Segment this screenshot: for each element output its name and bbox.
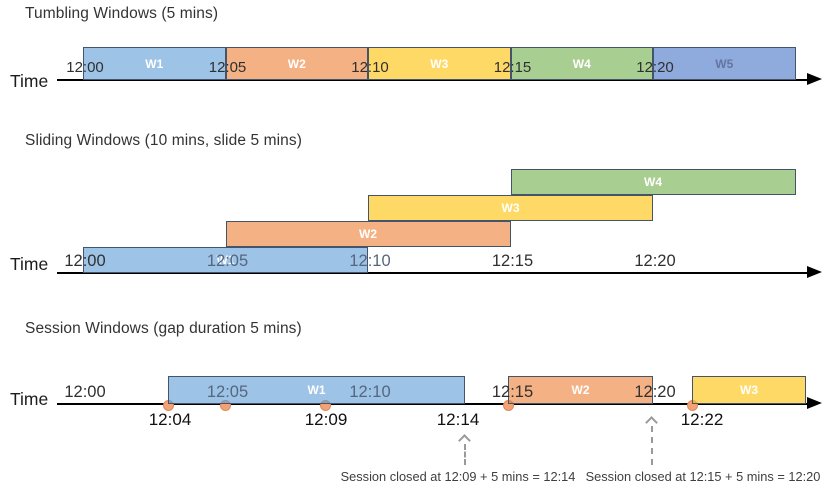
tick-label: 12:20 <box>634 251 676 270</box>
event-time-label: 12:09 <box>304 410 348 429</box>
window-label: W4 <box>572 56 591 71</box>
timeline-arrowhead-icon <box>807 266 822 278</box>
timeline-arrowhead-icon <box>807 73 822 85</box>
timeline-arrowhead-icon <box>807 397 822 409</box>
timeline-axis <box>57 403 808 405</box>
window-label: W4 <box>644 175 662 189</box>
event-time-label: 12:22 <box>680 410 724 429</box>
dashed-connector <box>651 426 653 465</box>
window-bar-sliding-w3: W3 <box>368 195 653 221</box>
tick-label: 12:00 <box>64 251 106 270</box>
tick-label: 12:20 <box>636 59 674 76</box>
tick-label: 12:05 <box>206 251 249 270</box>
tick-label: 12:15 <box>491 251 534 270</box>
event-time-label: 12:04 <box>148 410 192 429</box>
window-label: W2 <box>359 227 377 241</box>
window-bar-tumbling-w1: W1 <box>83 47 226 80</box>
window-bar-tumbling-w3: W3 <box>368 47 511 80</box>
tick-label: 12:20 <box>634 382 676 401</box>
tick-label: 12:10 <box>349 251 391 270</box>
dashed-connector <box>464 444 466 465</box>
window-bar-session-w1: W1 <box>168 376 465 404</box>
window-bar-tumbling-w4: W4 <box>510 47 653 80</box>
time-axis-label: Time <box>10 389 49 409</box>
window-label: W3 <box>430 56 449 71</box>
window-label: W2 <box>571 383 590 397</box>
time-axis-label: Time <box>10 254 49 274</box>
tick-label: 12:05 <box>208 59 247 76</box>
window-bar-sliding-w4: W4 <box>510 169 796 195</box>
window-label: W5 <box>715 56 734 71</box>
window-label: W3 <box>740 383 758 397</box>
window-bar-sliding-w2: W2 <box>225 221 511 247</box>
window-label: W2 <box>287 56 306 71</box>
tick-label: 12:10 <box>349 382 391 401</box>
timeline-axis <box>57 79 808 81</box>
tick-label: 12:10 <box>351 59 389 76</box>
window-label: W1 <box>307 383 326 397</box>
window-bar-session-w2: W2 <box>508 376 653 404</box>
window-bar-session-w3: W3 <box>692 376 806 404</box>
time-axis-label: Time <box>10 71 49 91</box>
window-label: W1 <box>216 253 235 267</box>
section-title-sliding: Sliding Windows (10 mins, slide 5 mins) <box>25 132 302 149</box>
timeline-axis <box>57 272 808 274</box>
tick-label: 12:00 <box>66 59 104 76</box>
session-close-note: Session closed at 12:09 + 5 mins = 12:14 <box>340 469 576 484</box>
tick-label: 12:00 <box>64 382 106 401</box>
tick-label: 12:05 <box>206 382 249 401</box>
section-title-session: Session Windows (gap duration 5 mins) <box>25 320 302 337</box>
window-label: W3 <box>501 201 520 215</box>
window-bar-tumbling-w5: W5 <box>653 47 796 80</box>
session-close-note: Session closed at 12:15 + 5 mins = 12:20 <box>585 469 821 484</box>
window-bar-tumbling-w2: W2 <box>225 47 368 80</box>
tick-label: 12:15 <box>491 382 534 401</box>
section-title-tumbling: Tumbling Windows (5 mins) <box>25 5 219 22</box>
tick-label: 12:15 <box>493 59 532 76</box>
window-label: W1 <box>145 56 164 71</box>
event-time-label: 12:14 <box>436 410 480 429</box>
window-bar-sliding-w1: W1 <box>83 247 368 273</box>
